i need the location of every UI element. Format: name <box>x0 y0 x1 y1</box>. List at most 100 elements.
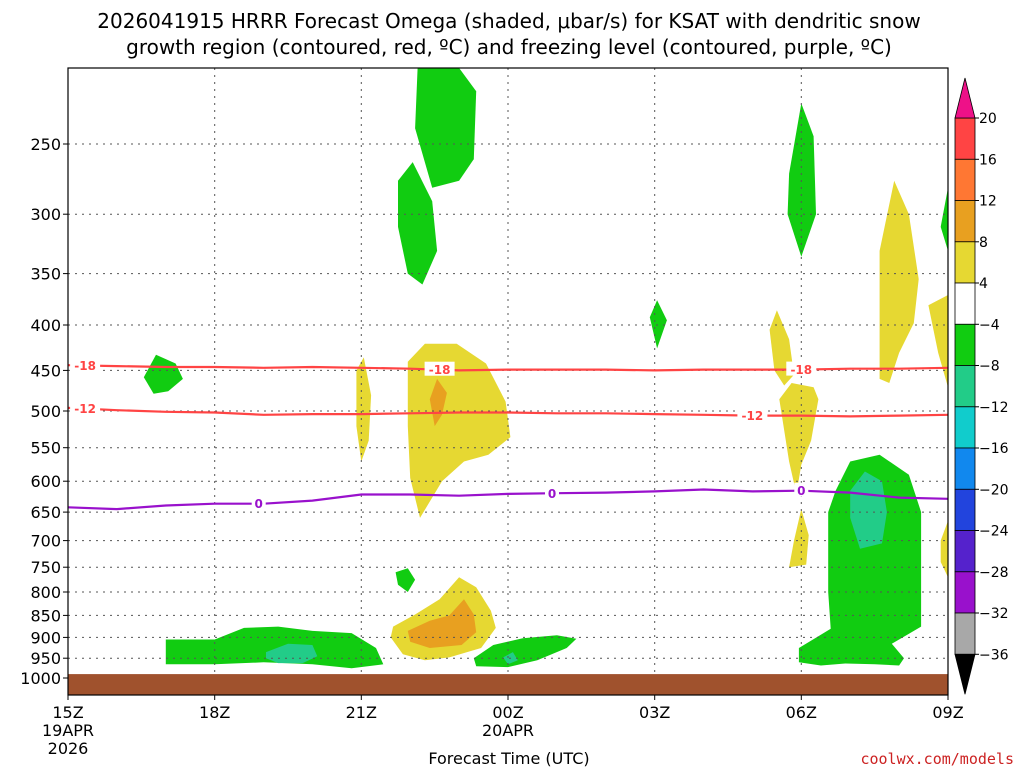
contour-label-isotherm-minus-18-1: -18 <box>429 363 451 377</box>
x-tick-label-00Z: 00Z <box>492 703 523 722</box>
credit-text[interactable]: coolwx.com/models <box>860 750 1014 768</box>
omega-region-upward-motion-450mb-17z <box>143 354 183 394</box>
omega-region-upward-motion-12-640mb-07z <box>850 471 887 549</box>
omega-region-upward-motion-aloft-22z <box>415 68 477 188</box>
colorbar-label-8: 8 <box>979 235 988 251</box>
colorbar-label--32: −32 <box>979 606 1009 622</box>
y-tick-label-1000: 1000 <box>20 669 61 688</box>
colorbar-bin--36-to--32 <box>954 612 976 655</box>
plot-area: -18 -18 -18 -12 -12 0 0 0 <box>67 67 949 696</box>
y-axis-pressure: 250 300 350 400 450 500 550 600 650 700 750 800 850 9… <box>20 135 68 688</box>
omega-region-downward-motion-430mb-edge <box>928 295 948 388</box>
x-tick-year-15Z: 2026 <box>48 739 89 758</box>
colorbar-label--8: −8 <box>979 359 1000 375</box>
colorbar-bin--24-to--20 <box>954 488 976 531</box>
colorbar-bin--12-to--8 <box>954 365 976 408</box>
omega-region-downward-motion-700mb-edge <box>940 520 948 578</box>
y-tick-label-400: 400 <box>30 316 61 335</box>
contour-label-isotherm-minus-18-0: -18 <box>74 359 96 373</box>
y-tick-label-600: 600 <box>30 472 61 491</box>
omega-region-upward-motion-deep-07z <box>798 454 922 666</box>
colorbar-bin--28-to--24 <box>954 530 976 573</box>
chart-title-line-2: growth region (contoured, red, ºC) and f… <box>126 35 892 59</box>
y-tick-label-350: 350 <box>30 265 61 284</box>
x-tick-label-06Z: 06Z <box>786 703 817 722</box>
y-tick-label-850: 850 <box>30 606 61 625</box>
colorbar-label-12: 12 <box>979 194 997 210</box>
contour-label-freezing-level-2: 0 <box>797 484 805 498</box>
y-tick-label-300: 300 <box>30 205 61 224</box>
omega-region-downward-motion-500mb-22z <box>407 343 511 518</box>
omega-region-upward-motion-290mb-edge <box>940 187 948 251</box>
contour-label-isotherm-minus-12-0: -12 <box>74 402 96 416</box>
colorbar-bin--20-to--16 <box>954 447 976 490</box>
contour-label-bg-freezing-level-0 <box>251 495 266 510</box>
contour-label-bg-isotherm-minus-18-0 <box>70 357 101 372</box>
contours-layer: -18 -18 -18 -12 -12 0 0 0 <box>67 357 949 511</box>
colorbar-label--24: −24 <box>979 524 1009 540</box>
ground-surface <box>68 674 948 695</box>
colorbar-bin-4-to-8 <box>954 241 976 284</box>
y-tick-label-950: 950 <box>30 649 61 668</box>
contour-label-bg-isotherm-minus-18-2 <box>786 361 817 376</box>
omega-region-downward-motion-500mb-20z <box>356 357 372 462</box>
colorbar-label--36: −36 <box>979 647 1009 663</box>
contour-label-bg-freezing-level-2 <box>794 482 809 497</box>
colorbar-bin--4-to-4 <box>954 282 976 325</box>
x-tick-label-03Z: 03Z <box>639 703 670 722</box>
omega-region-downward-motion-8-485mb-22z <box>429 378 447 427</box>
y-tick-label-450: 450 <box>30 361 61 380</box>
chart-title-line-1: 2026041915 HRRR Forecast Omega (shaded, … <box>97 9 920 33</box>
colorbar-bin-8-to-12 <box>954 200 976 243</box>
colorbar-label--16: −16 <box>979 441 1009 457</box>
colorbar-label--12: −12 <box>979 400 1009 416</box>
contour-label-isotherm-minus-18-2: -18 <box>790 363 812 377</box>
x-tick-label-21Z: 21Z <box>346 703 377 722</box>
x-tick-label-18Z: 18Z <box>199 703 230 722</box>
colorbar-bin-12-to-16 <box>954 158 976 202</box>
y-tick-label-700: 700 <box>30 532 61 551</box>
colorbar-top-arrow <box>954 77 976 119</box>
x-tick-date-00Z: 20APR <box>482 721 534 740</box>
contour-isotherm-minus-12 <box>67 406 949 418</box>
y-tick-label-900: 900 <box>30 628 61 647</box>
colorbar-bin--32-to--28 <box>954 571 976 614</box>
contour-label-freezing-level-0: 0 <box>255 497 263 511</box>
contour-label-bg-isotherm-minus-12-1 <box>737 407 768 422</box>
contour-label-isotherm-minus-12-1: -12 <box>742 409 764 423</box>
omega-region-upward-motion-380mb-02z <box>649 300 667 349</box>
contour-label-freezing-level-1: 0 <box>548 487 556 501</box>
y-tick-label-250: 250 <box>30 135 61 154</box>
colorbar-label--4: −4 <box>979 317 1000 333</box>
x-tick-label-09Z: 09Z <box>932 703 963 722</box>
colorbar-label-16: 16 <box>979 152 997 168</box>
omega-region-upward-motion-300mb-22z <box>398 162 438 285</box>
x-axis-label: Forecast Time (UTC) <box>428 749 589 768</box>
x-tick-date-15Z: 19APR <box>42 721 94 740</box>
colorbar-label--20: −20 <box>979 482 1009 498</box>
contour-label-bg-isotherm-minus-12-0 <box>70 400 101 415</box>
colorbar-label-4: 4 <box>979 276 988 292</box>
omega-region-downward-motion-8-880mb-23z <box>407 599 477 648</box>
y-tick-label-800: 800 <box>30 583 61 602</box>
contour-label-bg-isotherm-minus-18-1 <box>424 361 455 376</box>
omega-colorbar: 20 16 12 8 4 −4 −8 −12 −16 −20 −24 −28 −32 −36 <box>954 77 1009 695</box>
x-tick-label-15Z: 15Z <box>52 703 83 722</box>
colorbar-bin--8-to--4 <box>954 323 976 366</box>
omega-region-downward-motion-aloft-07z <box>879 180 919 383</box>
colorbar-bottom-arrow <box>954 653 976 695</box>
omega-region-upward-motion-low-level-01z <box>473 635 577 668</box>
y-tick-label-500: 500 <box>30 402 61 421</box>
colorbar-bin--16-to--12 <box>954 406 976 449</box>
omega-region-upward-motion-760mb-22z <box>395 568 416 592</box>
y-tick-label-650: 650 <box>30 503 61 522</box>
y-tick-label-550: 550 <box>30 439 61 458</box>
colorbar-bin-16-to-20 <box>954 117 976 160</box>
contour-label-bg-freezing-level-1 <box>545 485 559 500</box>
colorbar-label--28: −28 <box>979 565 1009 581</box>
colorbar-label-20: 20 <box>979 111 997 127</box>
omega-region-downward-motion-690mb-06z <box>789 509 809 568</box>
y-tick-label-750: 750 <box>30 558 61 577</box>
